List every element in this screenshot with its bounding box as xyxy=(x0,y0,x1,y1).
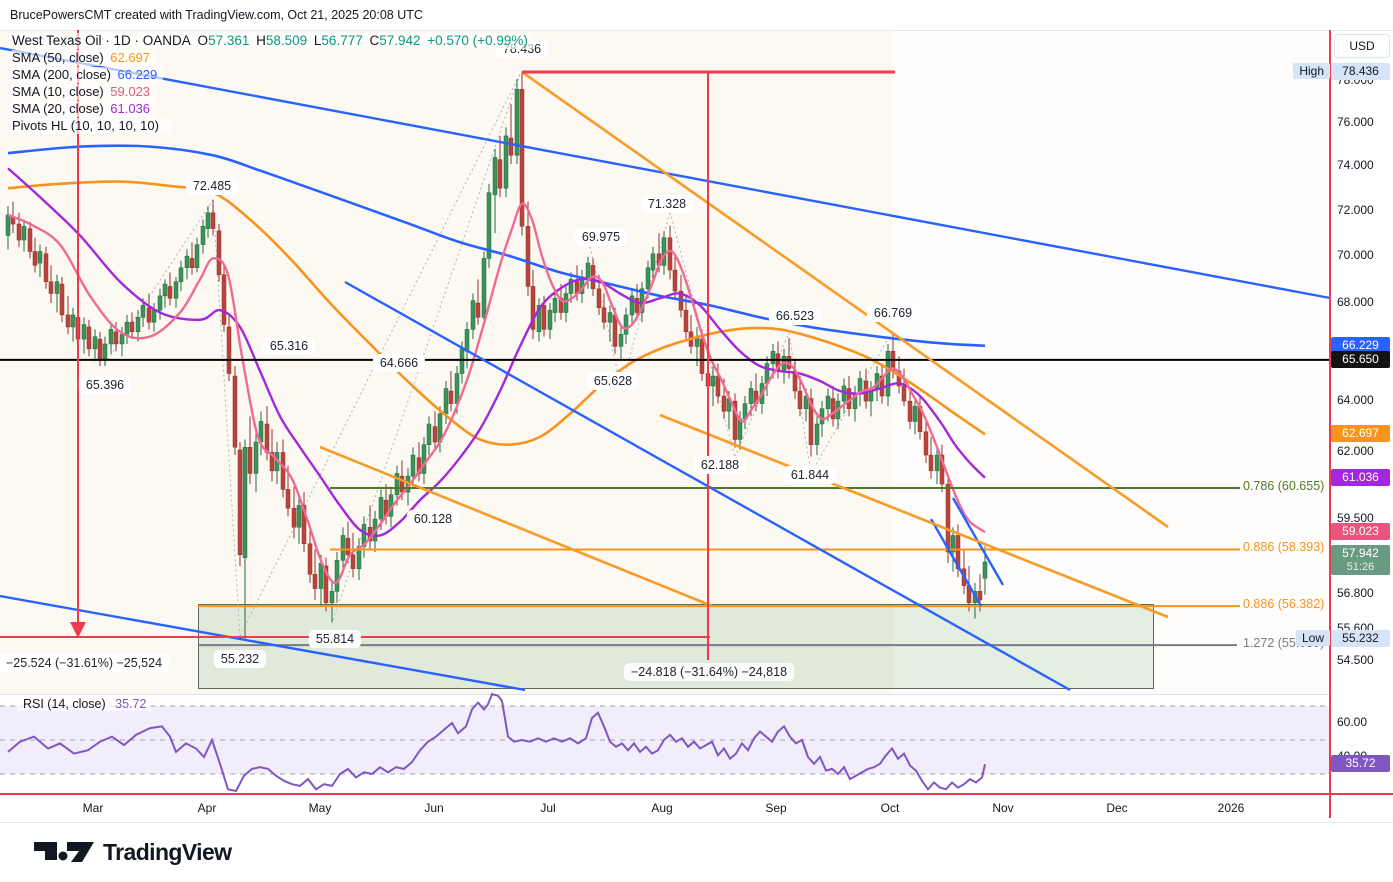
time-axis-label: Jul xyxy=(540,801,556,815)
low-marker-badge: Low xyxy=(1295,630,1330,647)
price-badge: 65.650 xyxy=(1331,350,1390,368)
currency-button[interactable]: USD xyxy=(1334,34,1390,58)
time-axis-label: Mar xyxy=(82,801,104,815)
time-axis-label: May xyxy=(308,801,332,815)
countdown-timer: 51:26 xyxy=(1346,560,1375,573)
rsi-legend-value: 35.72 xyxy=(115,697,147,711)
chart-background-past[interactable] xyxy=(0,30,893,694)
pivot-label: 65.316 xyxy=(262,337,316,355)
price-tick: 74.000 xyxy=(1337,158,1374,173)
rsi-legend-name: RSI (14, close) xyxy=(23,697,106,711)
time-axis-label: Oct xyxy=(880,801,900,815)
pivot-label: 71.328 xyxy=(640,195,694,213)
measure-label: −25.524 (−31.61%) −25,524 xyxy=(0,654,170,672)
price-tick: 68.000 xyxy=(1337,295,1374,309)
time-axis-label: Nov xyxy=(992,801,1014,815)
price-badge: 57.942 51:26 xyxy=(1331,544,1390,575)
time-axis[interactable] xyxy=(0,795,1393,822)
pivot-label: 60.128 xyxy=(406,510,460,528)
price-badge: 66.229 xyxy=(1331,336,1390,354)
pivot-label: 69.975 xyxy=(574,228,628,246)
time-axis-label: Sep xyxy=(765,801,787,815)
chart-background-future[interactable] xyxy=(893,30,1330,694)
pivot-label: 72.485 xyxy=(185,177,239,195)
tradingview-logo-text: TradingView xyxy=(103,838,232,865)
fib-level-label: 0.886 (58.393) xyxy=(1243,540,1325,555)
pivot-label: 65.628 xyxy=(586,372,640,390)
pivot-label: 55.814 xyxy=(308,630,362,648)
price-badge: 59.023 xyxy=(1331,523,1390,541)
price-badge: 61.036 xyxy=(1331,468,1390,486)
pivot-label: 55.232 xyxy=(213,650,267,668)
pivot-label: 64.666 xyxy=(372,354,426,372)
price-badge: 62.697 xyxy=(1331,425,1390,443)
footer: TradingView xyxy=(0,823,1393,882)
pivot-label: 62.188 xyxy=(693,456,747,474)
price-badge: 55.232 xyxy=(1331,630,1390,648)
time-axis-label: Jun xyxy=(424,801,444,815)
fib-level-label: 0.786 (60.655) xyxy=(1243,478,1325,493)
price-tick: 64.000 xyxy=(1337,393,1374,408)
rsi-legend[interactable]: RSI (14, close) 35.72 xyxy=(18,697,152,711)
time-axis-label: Dec xyxy=(1106,801,1128,815)
pivot-label: 66.523 xyxy=(768,307,822,325)
bottom-separator xyxy=(0,822,1393,823)
price-tick: 56.800 xyxy=(1337,586,1374,601)
price-tick: 70.000 xyxy=(1337,248,1374,263)
pivot-label: 65.396 xyxy=(78,376,132,394)
time-axis-label: Apr xyxy=(197,801,217,815)
time-axis-label: Aug xyxy=(651,801,673,815)
attribution-bar: BrucePowersCMT created with TradingView.… xyxy=(0,0,1393,30)
currency-label: USD xyxy=(1349,39,1375,53)
price-tick: 54.500 xyxy=(1337,653,1374,668)
price-badge: 78.436 xyxy=(1331,63,1390,80)
pivot-label: 78.436 xyxy=(495,40,549,58)
tradingview-logo-icon xyxy=(34,842,94,862)
attribution-text: BrucePowersCMT created with TradingView.… xyxy=(10,8,423,22)
pivot-label: 61.844 xyxy=(783,466,837,484)
price-tick: 62.000 xyxy=(1337,444,1374,459)
rsi-badge: 35.72 xyxy=(1331,755,1390,773)
tradingview-logo[interactable]: TradingView xyxy=(33,838,232,866)
fib-level-label: 0.886 (56.382) xyxy=(1243,597,1325,612)
price-tick: 72.000 xyxy=(1337,202,1374,217)
rsi-tick: 60.00 xyxy=(1337,715,1368,729)
pane-separator[interactable] xyxy=(0,694,1330,695)
price-tick: 76.000 xyxy=(1337,115,1374,130)
top-separator xyxy=(0,30,1393,31)
time-axis-label: 2026 xyxy=(1217,801,1245,815)
high-marker-badge: High xyxy=(1293,63,1330,79)
measure-label: −24.818 (−31.64%) −24,818 xyxy=(623,663,795,681)
price-tick: 59.500 xyxy=(1337,511,1374,526)
pivot-label: 66.769 xyxy=(866,304,920,322)
rsi-band xyxy=(0,706,1330,774)
